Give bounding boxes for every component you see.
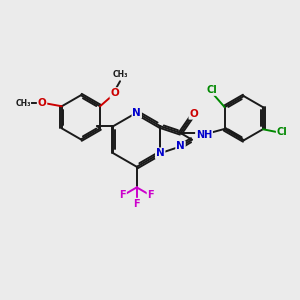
Text: Cl: Cl — [277, 127, 287, 137]
Text: O: O — [189, 109, 198, 119]
Text: N: N — [132, 108, 141, 118]
Text: CH₃: CH₃ — [112, 70, 128, 79]
Text: N: N — [176, 142, 185, 152]
Text: N: N — [156, 148, 165, 158]
Text: Cl: Cl — [206, 85, 217, 95]
Text: NH: NH — [196, 130, 212, 140]
Text: F: F — [134, 199, 140, 208]
Text: CH₃: CH₃ — [15, 99, 31, 108]
Text: F: F — [119, 190, 126, 200]
Text: F: F — [148, 190, 154, 200]
Text: O: O — [110, 88, 119, 98]
Text: O: O — [38, 98, 46, 108]
